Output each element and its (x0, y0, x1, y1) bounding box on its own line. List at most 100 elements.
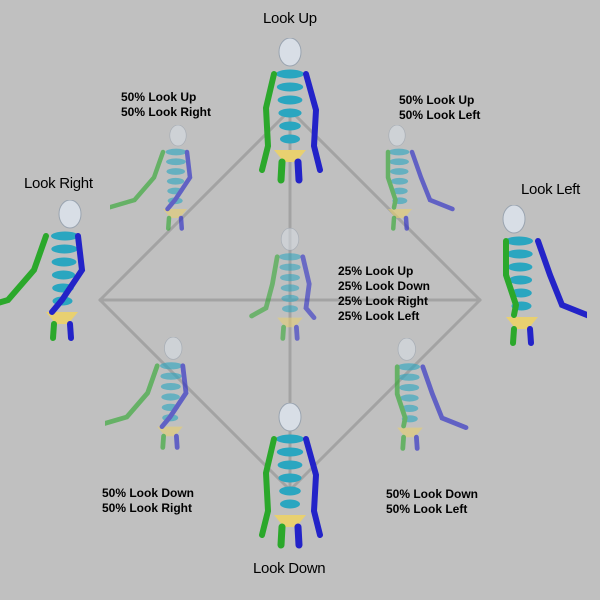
right-leg-shape (527, 326, 534, 346)
figure-look-down-icon (259, 403, 323, 549)
skull-shape (164, 337, 183, 360)
right-arm-shape (159, 363, 189, 430)
right-leg-shape (403, 215, 409, 231)
skull-shape (397, 338, 416, 361)
vertebra-shape (166, 177, 185, 185)
line-up-left (288, 108, 482, 302)
left-arm-shape (249, 254, 280, 319)
vertebra-shape (399, 384, 420, 392)
vertebra-shape (388, 148, 410, 156)
vertebra-shape (280, 499, 300, 509)
label-look-right: Look Right (24, 175, 93, 192)
vertebra-shape (505, 236, 533, 246)
label-look-up: Look Up (263, 10, 317, 27)
label-center-line1: 25% Look Up (338, 264, 414, 278)
figure-look-up-icon (259, 38, 323, 184)
label-center-line2: 25% Look Down (338, 279, 431, 293)
left-leg-shape (280, 324, 286, 341)
right-leg-shape (67, 321, 74, 341)
label-up-right-line2: 50% Look Right (121, 105, 212, 119)
right-arm-shape (165, 149, 193, 212)
pelvis-shape (388, 209, 412, 218)
vertebra-shape (276, 434, 304, 444)
vertebra-shape (276, 447, 304, 457)
vertebra-shape (165, 148, 187, 156)
pelvis-shape (506, 317, 538, 329)
right-arm-shape (300, 254, 317, 321)
vertebra-shape (389, 168, 409, 175)
vertebra-shape (280, 274, 300, 282)
label-center-line4: 25% Look Left (338, 309, 420, 323)
vertebra-shape (398, 373, 420, 381)
label-down-left-line1: 50% Look Down (386, 487, 479, 501)
vertebra-shape (160, 383, 181, 391)
right-leg-shape (294, 158, 303, 184)
left-leg-shape (50, 321, 57, 341)
label-center-line3: 25% Look Right (338, 294, 429, 308)
vertebra-shape (390, 177, 409, 185)
label-up-right: 50% Look Up 50% Look Right (121, 90, 211, 120)
skull-shape (278, 403, 302, 432)
label-down-right-line1: 50% Look Down (102, 486, 195, 500)
left-arm-shape (385, 149, 398, 210)
vertebra-shape (166, 168, 186, 175)
left-arm-shape (259, 436, 277, 538)
vertebra-shape (279, 121, 301, 131)
figure-up-left-icon (385, 125, 455, 231)
vertebra-shape (279, 263, 301, 271)
vertebra-shape (397, 363, 420, 371)
vertebra-shape (280, 284, 300, 292)
figure-look-right-icon (0, 200, 86, 341)
vertebra-shape (277, 460, 303, 470)
vertebra-shape (391, 187, 408, 195)
skull-shape (278, 38, 302, 67)
skull-shape (502, 205, 526, 234)
vertebra-shape (507, 262, 533, 272)
vertebra-shape (278, 253, 302, 261)
label-up-right-line1: 50% Look Up (121, 90, 197, 104)
vertebra-shape (282, 305, 298, 313)
vertebra-shape (276, 82, 304, 92)
vertebra-shape (51, 231, 79, 241)
label-up-left: 50% Look Up 50% Look Left (399, 93, 480, 123)
left-arm-shape (259, 71, 277, 173)
figure-down-right-icon (105, 337, 189, 450)
line-right-down (98, 298, 292, 492)
pelvis-shape (397, 427, 423, 438)
vertebra-shape (278, 108, 302, 118)
vertebra-shape (279, 486, 301, 496)
right-arm-shape (420, 364, 469, 431)
right-arm-shape (303, 71, 323, 173)
left-arm-shape (110, 149, 166, 210)
left-leg-shape (166, 215, 172, 231)
label-up-left-line2: 50% Look Left (399, 108, 481, 122)
vertebra-shape (166, 158, 186, 166)
vertebra-shape (278, 473, 302, 483)
label-up-left-line1: 50% Look Up (399, 93, 475, 107)
right-arm-shape (303, 436, 323, 538)
vertebra-shape (280, 134, 300, 144)
line-left-down (288, 298, 482, 492)
label-center: 25% Look Up 25% Look Down 25% Look Right… (338, 264, 430, 324)
vertebra-shape (161, 393, 180, 401)
right-arm-shape (535, 238, 587, 319)
label-down-left-line2: 50% Look Left (386, 502, 468, 516)
left-arm-shape (503, 238, 520, 318)
left-leg-shape (510, 326, 517, 346)
right-leg-shape (294, 523, 303, 549)
vertebra-shape (51, 257, 77, 267)
left-arm-shape (0, 233, 49, 306)
figure-up-right-icon (110, 125, 193, 231)
vertebra-shape (51, 244, 78, 254)
pelvis-shape (163, 209, 187, 218)
left-leg-shape (277, 158, 286, 184)
figure-look-left-icon (502, 205, 587, 346)
figure-center-icon (249, 228, 317, 341)
vertebra-shape (506, 249, 533, 259)
label-down-right-line2: 50% Look Right (102, 501, 193, 515)
left-leg-shape (400, 434, 406, 451)
right-leg-shape (414, 434, 420, 451)
pelvis-shape (277, 317, 303, 328)
vertebra-shape (400, 394, 419, 402)
